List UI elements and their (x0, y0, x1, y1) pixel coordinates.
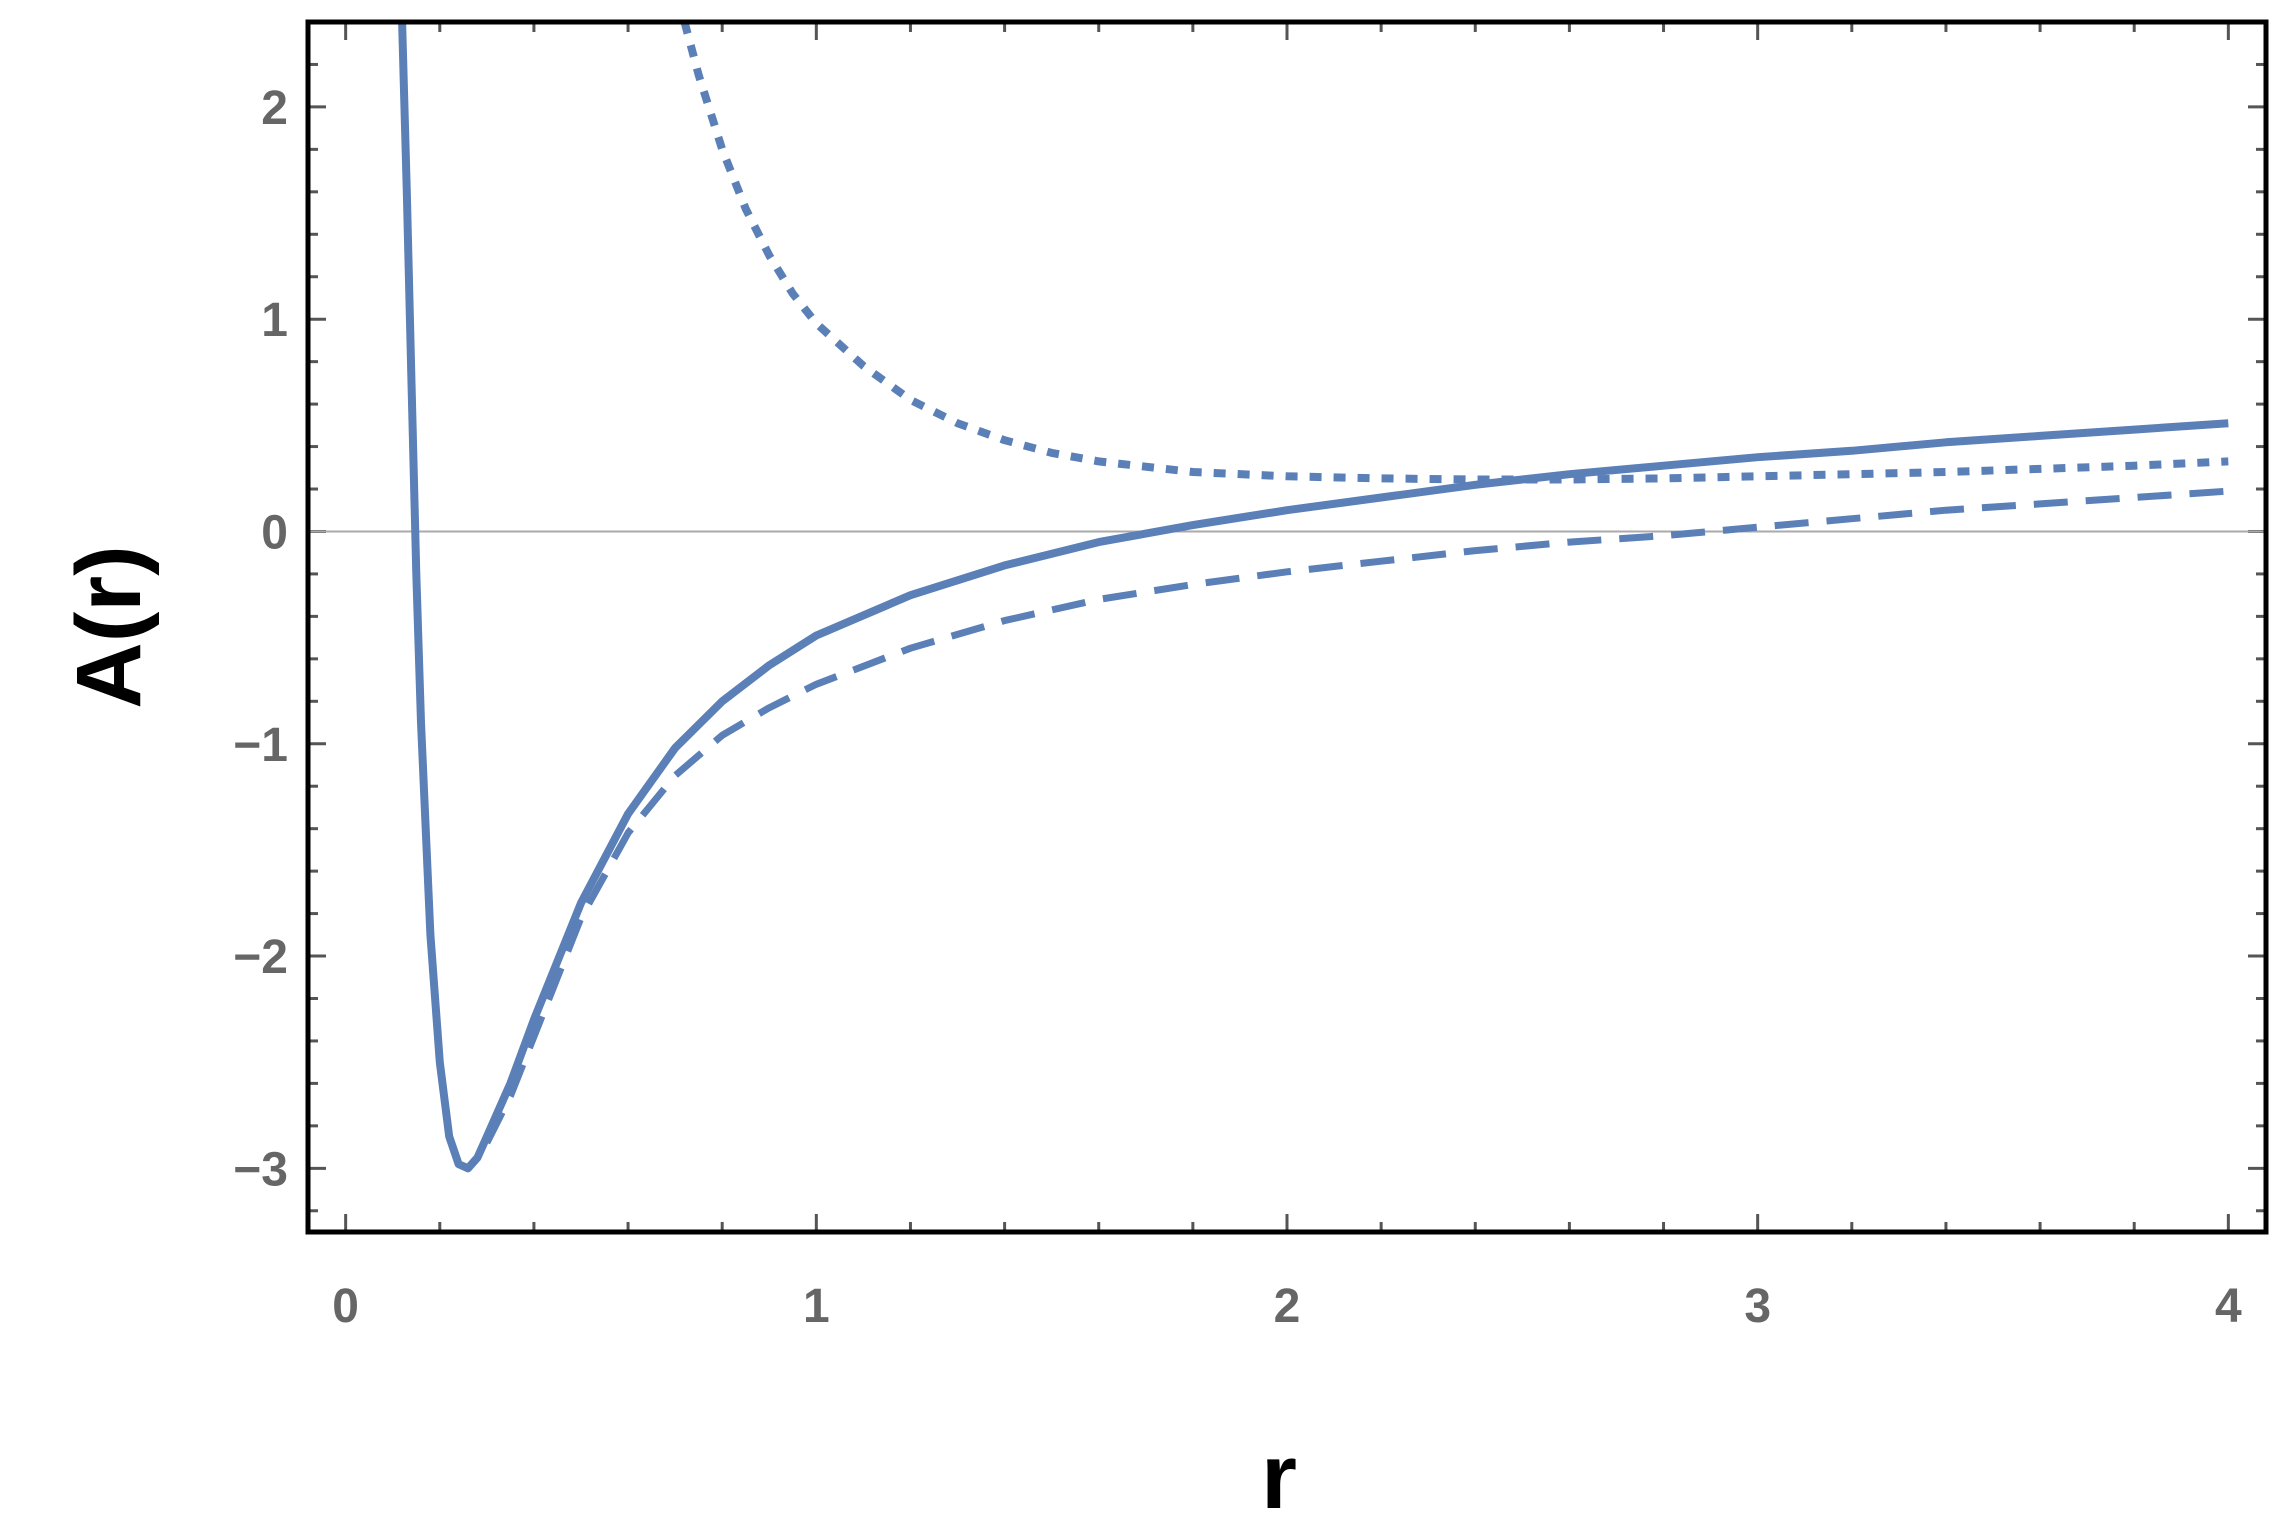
series-dashed-line (483, 487, 2229, 1145)
tick-labels: 0 1 2 3 4 −3 −2 −1 0 1 2 (233, 82, 2242, 1333)
y-axis-title: A(r) (58, 545, 160, 709)
series-solid-line (398, 22, 2229, 1173)
y-tick-label: 0 (261, 506, 288, 559)
x-tick-label: 4 (2215, 1280, 2242, 1333)
x-tick-label: 3 (1744, 1280, 1771, 1333)
x-tick-label: 0 (332, 1280, 359, 1333)
ticks-layer (308, 20, 2266, 1232)
plot-frame (305, 19, 2269, 1235)
x-axis-title: r (1261, 1426, 1297, 1522)
y-tick-label: 2 (261, 82, 288, 135)
y-tick-label: −1 (233, 719, 288, 772)
series-layer (398, 22, 2229, 1173)
x-tick-label: 1 (803, 1280, 830, 1333)
series-dotted-line (680, 22, 2229, 484)
x-tick-label: 2 (1274, 1280, 1301, 1333)
y-tick-label: −3 (233, 1143, 288, 1196)
y-tick-label: 1 (261, 294, 288, 347)
y-tick-label: −2 (233, 931, 288, 984)
